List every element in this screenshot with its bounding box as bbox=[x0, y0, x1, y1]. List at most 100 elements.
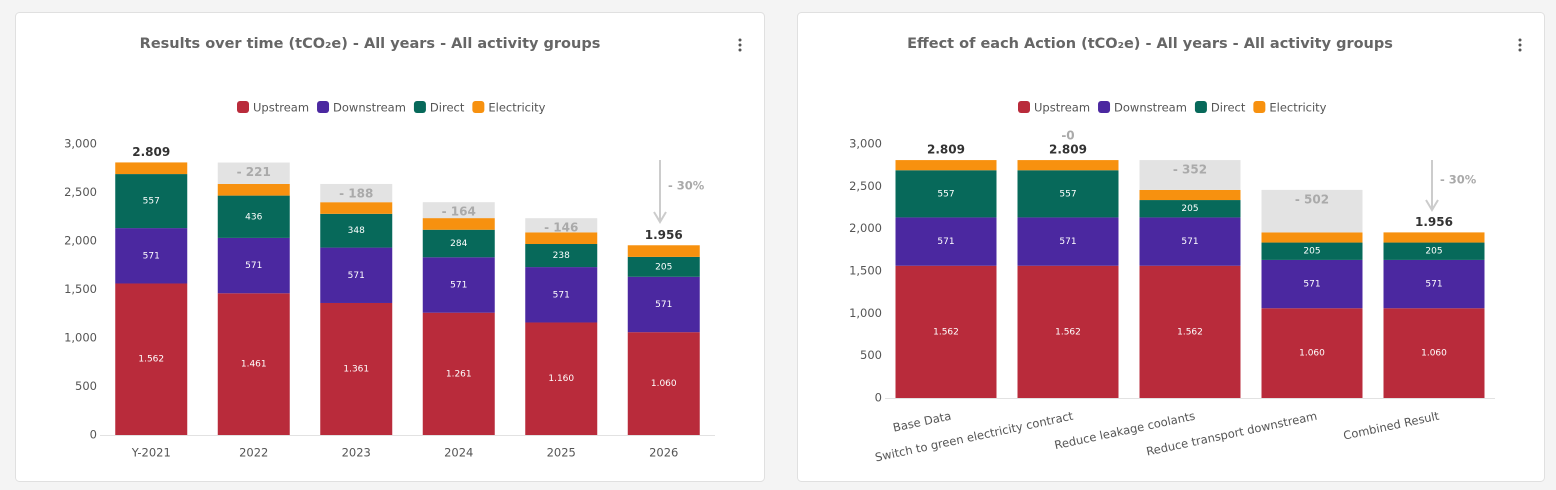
segment-label: 205 bbox=[1425, 247, 1442, 257]
total-label: 1.956 bbox=[645, 228, 683, 242]
x-tick-label: 2024 bbox=[444, 446, 473, 460]
bar-segment bbox=[627, 245, 700, 257]
segment-label: 571 bbox=[143, 251, 160, 261]
bar-segment bbox=[1017, 160, 1119, 171]
bar-segment bbox=[1383, 242, 1485, 260]
reduction-box bbox=[525, 218, 598, 233]
annotation: - 30% bbox=[668, 179, 705, 193]
segment-label: 1.461 bbox=[241, 360, 267, 370]
segment-label: 1.060 bbox=[1299, 349, 1325, 359]
segment-label: 557 bbox=[1059, 189, 1076, 199]
y-tick-label: 1,000 bbox=[64, 331, 97, 345]
legend-swatch bbox=[317, 101, 330, 113]
legend-swatch bbox=[1018, 101, 1030, 113]
segment-label: 1.060 bbox=[1421, 349, 1447, 359]
bar-segment bbox=[115, 174, 188, 229]
y-tick-label: 500 bbox=[75, 379, 97, 393]
legend-label: Direct bbox=[430, 101, 465, 115]
y-tick-label: 2,000 bbox=[849, 221, 882, 235]
total-label: 2.809 bbox=[1049, 143, 1087, 157]
bar-segment bbox=[895, 217, 997, 266]
bar-segment bbox=[115, 228, 188, 284]
reduction-box bbox=[422, 202, 495, 219]
y-tick-label: 0 bbox=[875, 391, 882, 405]
bar-segment bbox=[627, 256, 700, 277]
bar-segment bbox=[115, 283, 188, 435]
segment-label: 571 bbox=[1425, 280, 1442, 290]
legend-label: Upstream bbox=[253, 101, 309, 115]
segment-label: 1.562 bbox=[1177, 327, 1203, 337]
segment-label: 1.562 bbox=[138, 355, 164, 365]
segment-label: 571 bbox=[245, 261, 262, 271]
legend-label: Downstream bbox=[333, 101, 406, 115]
segment-label: 1.361 bbox=[343, 364, 369, 374]
bar-segment bbox=[1017, 265, 1119, 398]
bar-segment bbox=[1383, 259, 1485, 309]
reduction-label: - 221 bbox=[237, 165, 271, 179]
y-tick-label: 1,000 bbox=[849, 306, 882, 320]
reduction-box bbox=[320, 183, 393, 203]
legend-swatch bbox=[1194, 101, 1207, 113]
y-tick-label: 500 bbox=[860, 348, 882, 362]
bar-segment bbox=[895, 170, 997, 218]
legend-swatch bbox=[413, 101, 426, 113]
y-tick-label: 2,000 bbox=[64, 234, 97, 248]
segment-label: 1.261 bbox=[446, 369, 472, 379]
segment-label: 557 bbox=[937, 189, 954, 199]
arrow-head bbox=[1425, 199, 1439, 212]
reduction-box bbox=[1139, 160, 1241, 190]
segment-label: 571 bbox=[1059, 237, 1076, 247]
bar-segment bbox=[525, 267, 598, 323]
bar-segment bbox=[422, 257, 495, 313]
segment-label: 238 bbox=[553, 251, 570, 261]
y-tick-label: 0 bbox=[90, 428, 97, 442]
segment-label: 571 bbox=[553, 290, 570, 300]
bar-segment bbox=[1139, 189, 1241, 201]
reduction-label: - 188 bbox=[339, 186, 373, 200]
bar-segment bbox=[1139, 200, 1241, 218]
bar-segment bbox=[895, 160, 997, 171]
x-tick-label: 2025 bbox=[547, 446, 576, 460]
segment-label: 284 bbox=[450, 239, 467, 249]
bar-segment bbox=[217, 293, 290, 435]
reduction-label: - 352 bbox=[1173, 163, 1207, 177]
legend-swatch bbox=[472, 101, 485, 113]
reduction-label: - 146 bbox=[544, 221, 578, 235]
y-tick-label: 2,500 bbox=[849, 179, 882, 193]
segment-label: 571 bbox=[1303, 280, 1320, 290]
y-tick-label: 3,000 bbox=[849, 137, 882, 151]
bar-segment bbox=[422, 218, 495, 230]
bar-segment bbox=[320, 302, 393, 435]
y-tick-label: 1,500 bbox=[849, 264, 882, 278]
y-tick-label: 3,000 bbox=[64, 137, 97, 151]
legend-swatch bbox=[1098, 101, 1111, 113]
menu-button[interactable] bbox=[1518, 38, 1522, 52]
bar-segment bbox=[217, 195, 290, 238]
legend-label: Electricity bbox=[1269, 101, 1326, 115]
x-tick-label: 2023 bbox=[342, 446, 371, 460]
bar-segment bbox=[320, 247, 393, 303]
menu-button[interactable] bbox=[738, 38, 742, 52]
segment-label: 1.160 bbox=[548, 374, 574, 384]
y-tick-label: 1,500 bbox=[64, 282, 97, 296]
bar-segment bbox=[320, 202, 393, 214]
chart-title: Results over time (tCO₂e) - All years - … bbox=[140, 36, 601, 52]
bar-segment bbox=[1261, 308, 1363, 398]
bar-segment bbox=[895, 265, 997, 398]
bar-segment bbox=[1017, 170, 1119, 218]
reduction-label: - 164 bbox=[442, 205, 476, 219]
bar-segment bbox=[525, 232, 598, 245]
segment-label: 571 bbox=[1181, 237, 1198, 247]
bar-segment bbox=[1139, 217, 1241, 266]
segment-label: 205 bbox=[1303, 247, 1320, 257]
bar-segment bbox=[422, 312, 495, 435]
arrow-head bbox=[653, 211, 667, 224]
bar-segment bbox=[525, 244, 598, 268]
bar-segment bbox=[1261, 242, 1363, 260]
reduction-box bbox=[217, 162, 290, 184]
segment-label: 571 bbox=[450, 280, 467, 290]
bar-segment bbox=[627, 276, 700, 333]
segment-label: 1.562 bbox=[1055, 327, 1081, 337]
y-tick-label: 2,500 bbox=[64, 185, 97, 199]
